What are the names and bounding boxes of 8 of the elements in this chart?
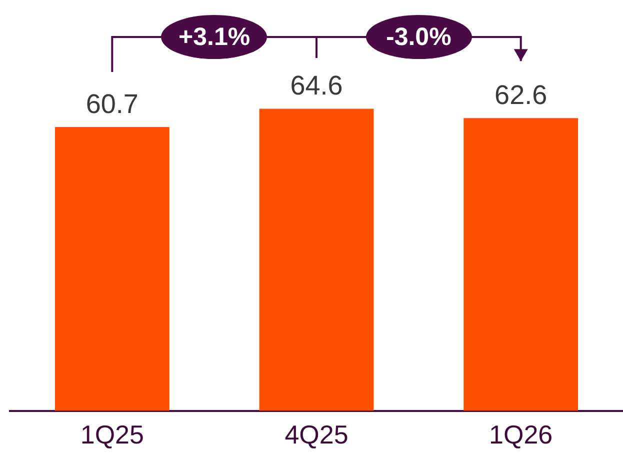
text: -3.0% bbox=[366, 15, 472, 59]
text: +3.1% bbox=[161, 15, 268, 59]
data-label: 62.6 bbox=[494, 80, 548, 110]
x-tick-label: 1Q25 bbox=[80, 420, 144, 450]
data-label: 64.6 bbox=[290, 70, 343, 101]
x-tick-label: 4Q25 bbox=[284, 420, 348, 450]
data-label: 60.7 bbox=[86, 88, 138, 119]
x-tick-label: 1Q26 bbox=[489, 420, 553, 450]
